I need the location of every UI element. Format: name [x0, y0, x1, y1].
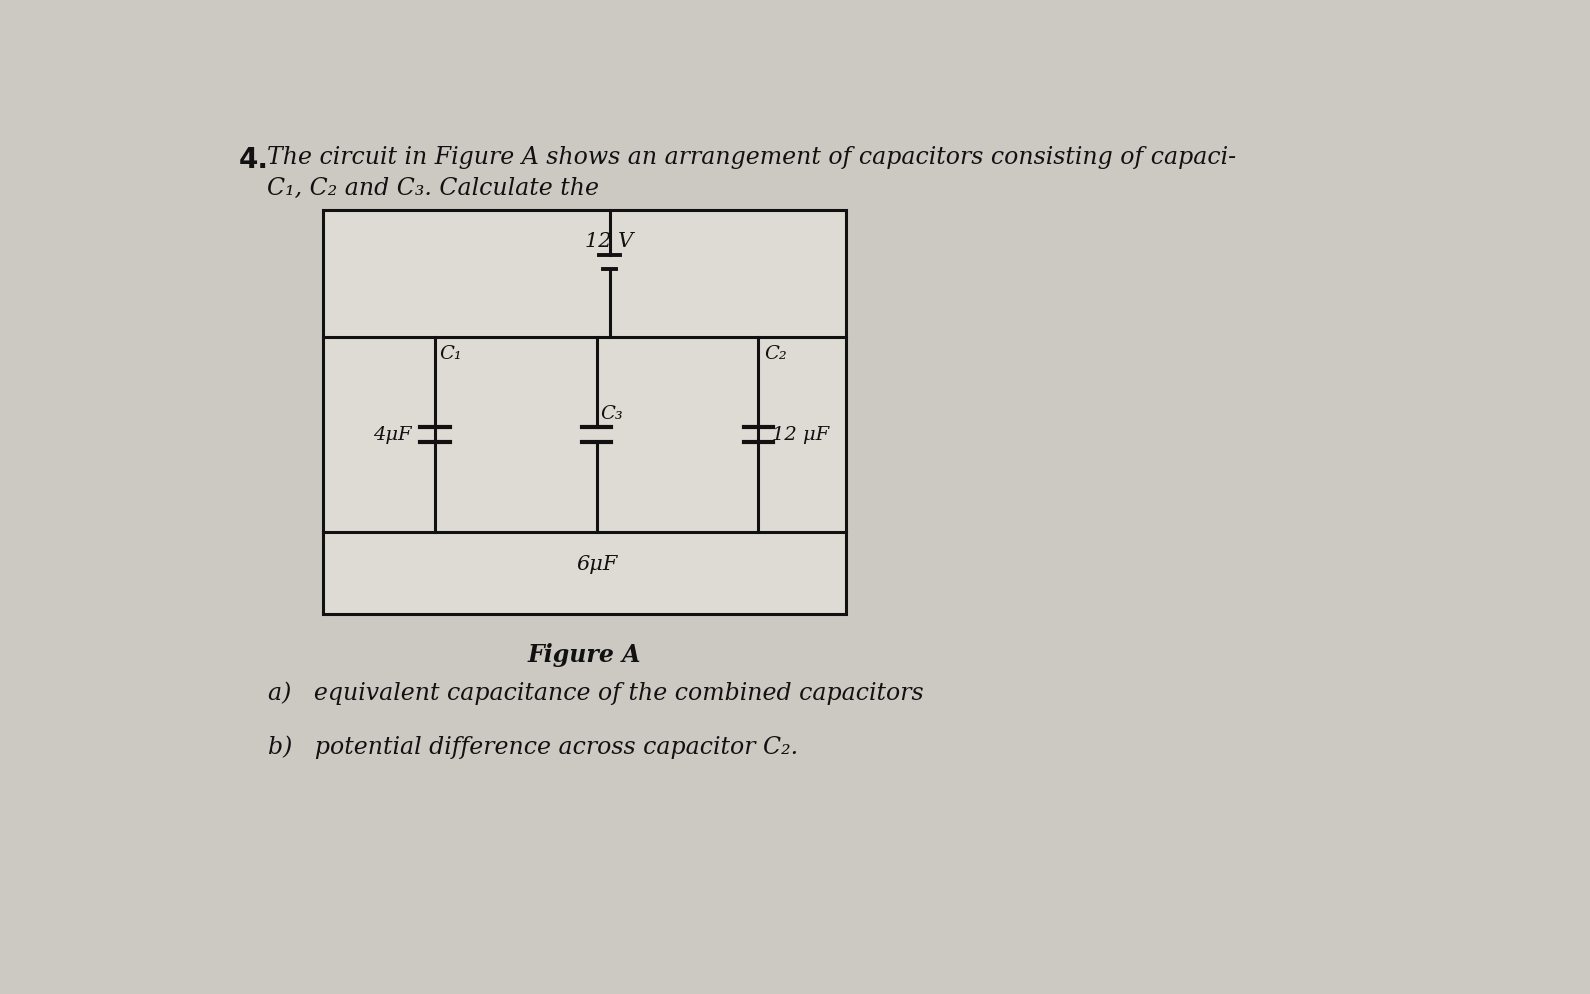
Text: 6μF: 6μF: [576, 555, 617, 575]
Text: 4μF: 4μF: [374, 425, 412, 443]
Text: C₁: C₁: [439, 345, 461, 363]
Text: b)   potential difference across capacitor C₂.: b) potential difference across capacitor…: [269, 736, 798, 758]
Text: C₁, C₂ and C₃. Calculate the: C₁, C₂ and C₃. Calculate the: [267, 177, 599, 200]
Text: 12 V: 12 V: [585, 232, 634, 250]
Text: a)   equivalent capacitance of the combined capacitors: a) equivalent capacitance of the combine…: [269, 681, 924, 705]
Text: The circuit in Figure A shows an arrangement of capacitors consisting of capaci-: The circuit in Figure A shows an arrange…: [267, 146, 1235, 169]
Text: Figure A: Figure A: [528, 643, 641, 667]
Text: C₂: C₂: [765, 345, 787, 363]
FancyBboxPatch shape: [323, 210, 846, 613]
Text: 12 μF: 12 μF: [773, 425, 830, 443]
Text: 4.: 4.: [238, 146, 269, 174]
Text: C₃: C₃: [601, 405, 623, 423]
